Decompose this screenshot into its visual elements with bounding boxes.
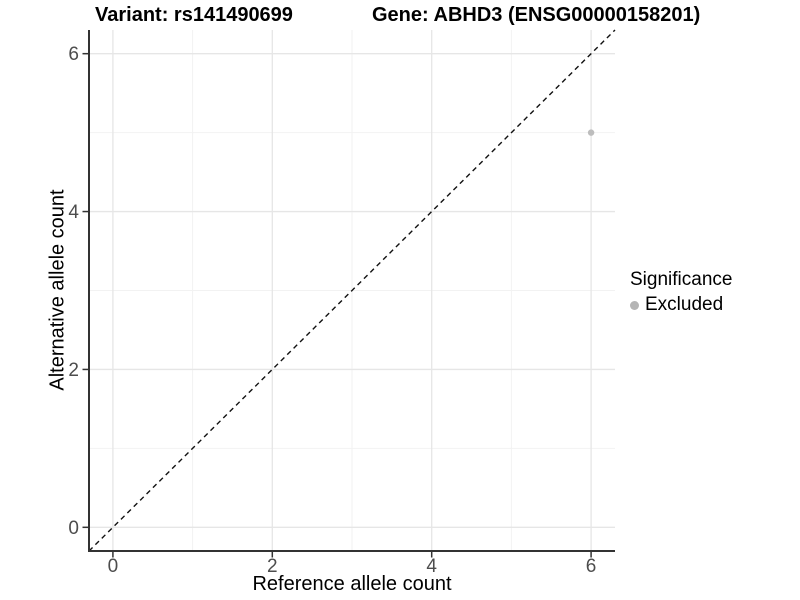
- legend-item-label: Excluded: [645, 294, 724, 315]
- x-tick-label: 2: [267, 556, 278, 577]
- axis-lines: [88, 30, 615, 552]
- x-tick-label: 6: [586, 556, 597, 577]
- data-point: [587, 129, 595, 136]
- legend-item-excluded: Excluded: [630, 294, 732, 316]
- legend-point-icon: [630, 300, 639, 310]
- y-tick-label: 4: [68, 202, 79, 223]
- y-tick-label: 2: [68, 360, 79, 381]
- plot-title-gene: Gene: ABHD3 (ENSG00000158201): [372, 4, 701, 26]
- plot-title-variant: Variant: rs141490699: [95, 4, 293, 26]
- y-tick-label: 6: [68, 44, 79, 65]
- y-tick-label: 0: [68, 518, 79, 539]
- x-axis-title: Reference allele count: [252, 573, 452, 595]
- legend-title: Significance: [630, 269, 733, 290]
- identity-line: [88, 29, 616, 552]
- x-tick-label: 4: [426, 556, 437, 577]
- x-tick-label: 0: [108, 556, 119, 577]
- legend: Significance Excluded: [630, 269, 732, 316]
